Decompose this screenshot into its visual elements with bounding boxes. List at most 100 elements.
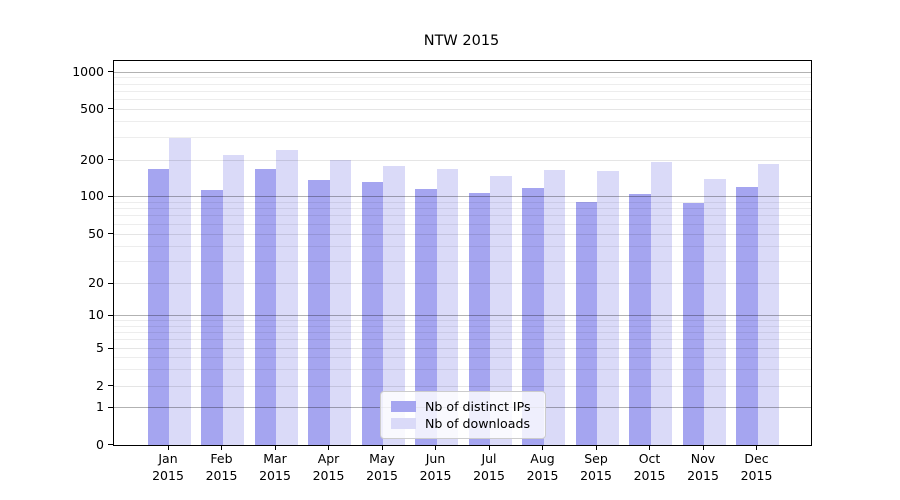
gridline-minor [114, 339, 811, 341]
y-axis-tick [108, 444, 113, 446]
y-axis-tick-label: 500 [80, 100, 104, 116]
gridline-minor [114, 325, 811, 327]
x-label-month: Aug [530, 451, 555, 466]
x-label-year: 2015 [473, 467, 505, 483]
bar-distinct-ips [201, 189, 223, 445]
x-axis-tick [595, 445, 597, 450]
x-label-month: Jan [158, 451, 178, 466]
gridline-minor [114, 201, 811, 203]
legend-item-downloads: Nb of downloads [391, 415, 535, 432]
bar-distinct-ips [415, 189, 437, 445]
x-label-year: 2015 [312, 467, 345, 483]
bar-downloads [597, 170, 619, 445]
bar-distinct-ips [308, 179, 330, 445]
bar-distinct-ips [629, 194, 651, 445]
y-axis-tick [108, 71, 113, 73]
bar-distinct-ips [575, 202, 597, 445]
x-label-month: Oct [638, 451, 661, 466]
legend-label-downloads: Nb of downloads [425, 416, 531, 431]
gridline-minor [114, 223, 811, 225]
x-label-month: Sep [584, 451, 608, 466]
gridline [114, 385, 811, 387]
bar-distinct-ips [468, 192, 490, 445]
chart-title: NTW 2015 [423, 33, 500, 49]
x-axis-tick [756, 445, 758, 450]
gridline [114, 348, 811, 349]
gridline-minor [114, 245, 811, 247]
x-axis-tick-label: Feb 2015 [180, 451, 264, 484]
x-axis-tick-label: Sep 2015 [554, 451, 638, 484]
y-axis-tick-label: 50 [88, 225, 104, 241]
x-axis-tick-label: Oct 2015 [608, 451, 692, 484]
x-axis-tick-label: Apr 2015 [287, 451, 371, 484]
legend-swatch-distinct-ips [391, 401, 416, 412]
x-axis-tick-label: Mar 2015 [233, 451, 317, 484]
y-axis-tick [108, 385, 113, 387]
y-axis-tick-label: 10 [88, 307, 104, 322]
bar-downloads [329, 159, 351, 445]
y-axis-tick [108, 347, 113, 349]
bar-downloads [543, 169, 565, 445]
bar-downloads [757, 163, 779, 445]
y-axis-tick-label: 5 [96, 340, 104, 355]
x-axis-tick [649, 445, 651, 450]
x-axis-tick [702, 445, 704, 450]
y-axis-tick-label: 0 [96, 436, 104, 452]
y-axis-tick [108, 159, 113, 161]
x-axis-tick [381, 445, 383, 450]
x-label-year: 2015 [580, 467, 612, 483]
gridline-minor [114, 137, 811, 139]
gridline-minor [114, 90, 811, 92]
gridline-minor [114, 98, 811, 100]
bar-downloads [383, 165, 405, 445]
x-label-year: 2015 [633, 467, 666, 483]
bar-distinct-ips [682, 202, 704, 445]
x-axis-tick [328, 445, 330, 450]
y-axis-tick [108, 406, 113, 408]
x-axis-tick [542, 445, 544, 450]
gridline-major [114, 315, 811, 316]
x-label-month: Jul [481, 451, 497, 466]
y-axis-tick-label: 20 [88, 275, 104, 290]
x-axis-tick-label: Nov 2015 [661, 451, 745, 484]
x-axis-tick [221, 445, 223, 450]
y-axis-tick [108, 233, 113, 235]
x-axis-tick-label: Aug 2015 [501, 451, 585, 484]
legend-swatch-downloads [391, 418, 416, 429]
legend: Nb of distinct IPs Nb of downloads [380, 391, 546, 439]
gridline [114, 233, 811, 235]
gridline-minor [114, 320, 811, 322]
gridline-major [114, 196, 811, 197]
bar-distinct-ips [522, 187, 544, 445]
x-label-year: 2015 [419, 467, 452, 483]
y-axis-tick [108, 195, 113, 197]
y-axis-tick [108, 108, 113, 110]
gridline-minor [114, 120, 811, 122]
gridline-minor [114, 77, 811, 79]
x-axis-tick-label: Jan 2015 [126, 451, 210, 484]
bar-downloads [222, 154, 244, 445]
x-label-year: 2015 [687, 467, 719, 483]
gridline-minor [114, 261, 811, 263]
y-axis-tick-label: 2 [96, 377, 104, 393]
x-axis-tick-label: Dec 2015 [715, 451, 799, 484]
y-axis-tick [108, 314, 113, 316]
x-label-month: Dec [744, 451, 769, 466]
x-label-year: 2015 [366, 467, 398, 483]
bar-downloads [276, 150, 298, 445]
gridline-minor [114, 83, 811, 85]
gridline [114, 159, 811, 161]
x-axis-tick-label: May 2015 [340, 451, 424, 484]
x-axis-tick [435, 445, 437, 450]
bar-distinct-ips [736, 187, 758, 445]
bar-distinct-ips [254, 169, 276, 445]
bar-downloads [490, 175, 512, 445]
gridline [114, 108, 811, 110]
legend-item-distinct-ips: Nb of distinct IPs [391, 398, 535, 415]
bar-distinct-ips [147, 168, 169, 445]
x-axis-tick-label: Jul 2015 [447, 451, 531, 484]
gridline-minor [114, 215, 811, 217]
gridline-minor [114, 369, 811, 371]
x-label-month: Jun [425, 451, 446, 466]
